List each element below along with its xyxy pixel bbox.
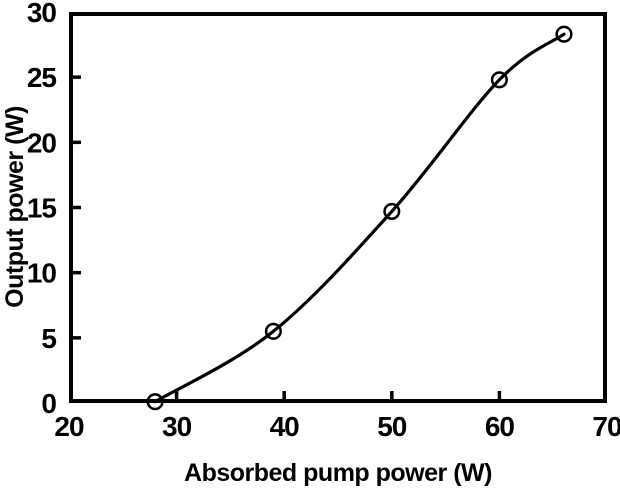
x-tick-label: 30 xyxy=(162,411,192,442)
data-point-marker xyxy=(490,71,508,89)
x-tick-label: 60 xyxy=(485,411,515,442)
y-tick-label: 30 xyxy=(27,0,57,28)
x-axis-title: Absorbed pump power (W) xyxy=(184,459,492,487)
y-axis-title: Output power (W) xyxy=(1,106,29,308)
data-point-marker xyxy=(383,202,401,220)
x-tick-label: 40 xyxy=(270,411,300,442)
y-tick-label: 0 xyxy=(41,388,56,419)
y-tick-label: 25 xyxy=(27,62,57,93)
y-tick-label: 20 xyxy=(27,127,57,158)
plot-frame xyxy=(69,12,607,403)
data-point-marker xyxy=(555,25,573,43)
data-curve xyxy=(153,32,566,404)
y-tick-label: 10 xyxy=(27,258,57,289)
y-tick-label: 15 xyxy=(27,193,57,224)
y-tick-label: 5 xyxy=(41,323,56,354)
x-tick-label: 20 xyxy=(54,411,84,442)
x-tick-label: 70 xyxy=(592,411,620,442)
data-point-marker xyxy=(264,322,282,340)
plot-area: 20 30 40 50 60 70 0 5 10 15 20 25 30 xyxy=(27,0,620,442)
x-tick-label: 50 xyxy=(377,411,407,442)
